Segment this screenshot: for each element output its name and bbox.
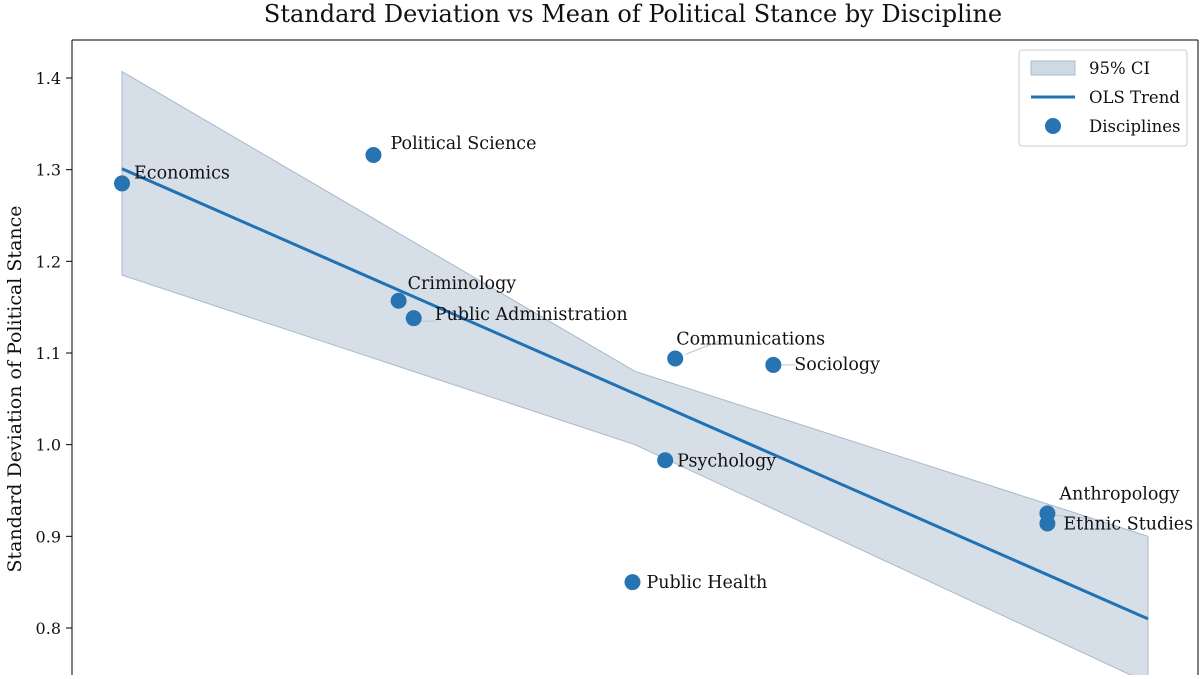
y-tick-label: 1.1: [36, 344, 61, 363]
legend-swatch-95-ci: [1030, 60, 1076, 76]
leader-line-communications: [685, 339, 724, 355]
plot-area: Economics Political Science Criminology Pub…: [36, 39, 1199, 675]
y-tick-label: 0.8: [36, 619, 61, 638]
chart-title: Standard Deviation vs Mean of Political …: [264, 0, 1002, 28]
data-point-public-health: [624, 574, 641, 591]
point-label-communications: Communications: [676, 330, 825, 350]
data-point-economics: [114, 175, 130, 192]
ols-trend-line: [121, 167, 1149, 621]
data-point-ethnic-studies: [1039, 515, 1056, 532]
y-axis-label: Standard Deviation of Political Stance: [4, 205, 26, 572]
data-point-public-administration: [405, 310, 422, 327]
legend-swatch-disciplines: [1045, 118, 1061, 134]
data-point-criminology: [390, 292, 407, 309]
data-point-communications: [667, 350, 684, 367]
data-point-psychology: [657, 452, 674, 469]
legend-label-disciplines: Disciplines: [1089, 117, 1180, 136]
y-tick-label: 0.9: [36, 527, 61, 546]
scatter-points: Economics Political Science Criminology Pub…: [114, 134, 1193, 593]
point-label-anthropology: Anthropology: [1058, 484, 1179, 504]
point-label-psychology: Psychology: [677, 451, 776, 471]
point-label-public-health: Public Health: [646, 573, 767, 593]
ci-band: [121, 70, 1149, 675]
legend-label-ols-trend: OLS Trend: [1089, 88, 1180, 107]
plot-content: Economics Political Science Criminology Pub…: [114, 70, 1193, 675]
point-label-public-administration: Public Administration: [435, 305, 628, 325]
point-label-criminology: Criminology: [408, 274, 517, 294]
leader-line-anthropology: [1055, 514, 1108, 521]
legend: 95% CI OLS Trend Disciplines: [1018, 49, 1188, 147]
point-label-economics: Economics: [134, 163, 230, 183]
legend-label-95-ci: 95% CI: [1089, 59, 1150, 78]
y-tick-label: 1.4: [36, 69, 61, 88]
y-tick-label: 1.0: [36, 436, 61, 455]
data-point-sociology: [765, 356, 782, 373]
point-label-ethnic-studies: Ethnic Studies: [1063, 515, 1193, 535]
y-tick-label: 1.3: [36, 161, 61, 180]
data-point-political-science: [365, 147, 382, 163]
point-label-sociology: Sociology: [794, 355, 880, 375]
point-label-political-science: Political Science: [390, 134, 536, 154]
y-tick-label: 1.2: [36, 252, 61, 271]
